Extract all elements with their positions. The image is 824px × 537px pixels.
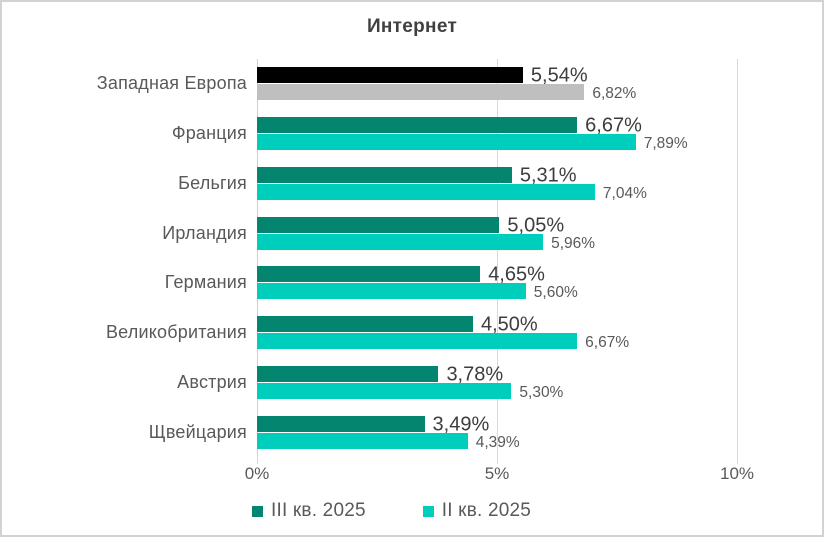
bar-value-label: 4,39% [475,433,520,451]
category-label: Германия [164,272,247,293]
axis-tick [497,457,498,464]
bar-row: 5,54% 6,82% [257,59,737,109]
legend-item-q3: III кв. 2025 [252,500,366,522]
bar-row: 5,31% 7,04% [257,159,737,209]
bar-s0-c3: 5,05% [257,214,564,236]
bar-s1-c2: 7,04% [257,183,647,202]
bar-row: 6,67% 7,89% [257,109,737,159]
bar-value-label: 3,49% [432,413,490,436]
bars-container: 5,54% 6,82% 6,67% 7,89% 5,31% 7,04% 5,05% 5,96%… [257,59,737,457]
x-axis: 0% 5% 10% [245,464,754,486]
plot-area: 5,54% 6,82% 6,67% 7,89% 5,31% 7,04% 5,05% 5,96%… [257,59,738,464]
bar-s1-c1: 7,89% [257,134,688,152]
gridline-5% [497,59,498,457]
legend-label: III кв. 2025 [271,500,366,521]
bar-s0-c0: 5,54% [257,65,588,87]
axis-tick [737,457,738,464]
legend: III кв. 2025 II кв. 2025 [252,500,531,522]
bar-s0-c7: 3,49% [257,413,489,435]
bar-s0-c6: 3,78% [257,363,503,385]
category-label: Ирландия [162,222,247,243]
bar-value-label: 5,60% [533,284,578,302]
bar-value-label: 5,31% [519,164,577,187]
legend-item-q2: II кв. 2025 [422,500,532,522]
gridline-0% [257,59,258,457]
gridline-10% [737,59,738,457]
bar-value-label: 5,05% [507,214,565,237]
bar-s0-c4: 4,65% [257,264,545,286]
legend-swatch-icon [252,505,263,517]
category-label: Австрия [177,371,247,392]
axis-tick [257,457,258,464]
category-label: Щвейцария [148,421,247,442]
category-label: Великобритания [105,322,247,343]
bar-value-label: 5,96% [551,234,596,252]
category-axis: Западная Европа Франция Бельгия Ирландия Гер… [2,59,247,457]
bar-value-label: 4,65% [488,263,545,286]
bar-s1-c4: 5,60% [257,283,578,302]
bar-row: 3,49% 4,39% [257,407,737,457]
bar-row: 5,05% 5,96% [257,208,737,258]
x-axis-tick-label: 10% [719,464,755,483]
bar-s0-c2: 5,31% [257,164,577,186]
chart-title: Интернет [366,16,458,37]
bar-row: 4,65% 5,60% [257,258,737,308]
x-axis-tick-label: 0% [244,464,270,483]
x-axis-tick-label: 5% [484,464,510,483]
bar-value-label: 6,67% [585,334,630,352]
legend-label: II кв. 2025 [441,500,532,521]
bar-row: 4,50% 6,67% [257,308,737,358]
bar-s0-c1: 6,67% [257,115,642,137]
category-label: Франция [171,123,247,144]
bar-s0-c5: 4,50% [257,314,538,336]
bar-value-label: 7,04% [602,185,647,203]
bar-value-label: 5,54% [530,64,588,87]
category-label: Западная Европа [96,73,247,94]
bar-row: 3,78% 5,30% [257,358,737,408]
bar-value-label: 5,30% [519,384,564,402]
bar-value-label: 4,50% [481,313,538,336]
category-label: Бельгия [178,172,247,193]
bar-s1-c3: 5,96% [257,233,595,252]
legend-swatch-icon [422,505,434,517]
bar-value-label: 6,67% [585,114,642,137]
bar-s1-c0: 6,82% [257,84,636,103]
bar-value-label: 7,89% [643,135,688,153]
bar-s1-c5: 6,67% [257,333,629,351]
bar-value-label: 6,82% [592,85,637,103]
bar-s1-c7: 4,39% [257,432,520,451]
bar-s1-c6: 5,30% [257,382,563,401]
bar-value-label: 3,78% [446,363,504,386]
